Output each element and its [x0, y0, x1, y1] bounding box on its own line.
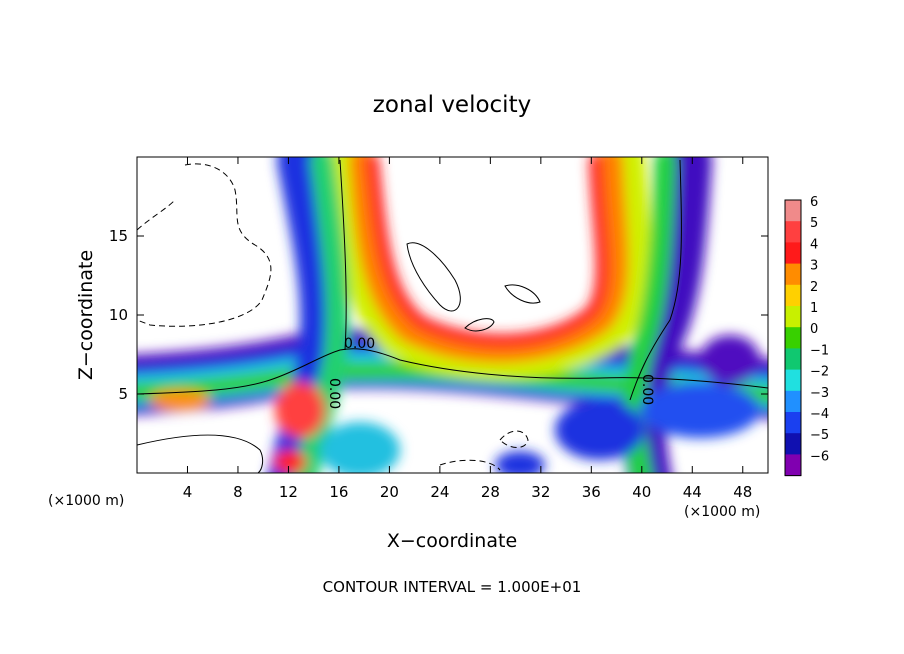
x-tick-label: 36 — [582, 483, 601, 501]
field-cell — [495, 451, 545, 473]
field-cell — [320, 422, 400, 473]
field-band — [294, 157, 350, 473]
velocity-field — [137, 157, 768, 473]
colorbar-swatch — [785, 263, 801, 286]
contour-line — [339, 159, 347, 351]
x-tick-label: 20 — [380, 483, 399, 501]
x-unit-left: (×1000 m) — [48, 493, 124, 509]
colorbar-frame — [784, 199, 802, 477]
colorbar-swatch — [785, 242, 801, 265]
contour-label-vertical: 0.00 — [326, 378, 342, 409]
x-tick-label: 16 — [329, 483, 348, 501]
x-tick-label: 28 — [481, 483, 500, 501]
contour-value-labels: 0.00 0.00 0.00 — [326, 336, 655, 409]
y-tick-label: 10 — [109, 306, 128, 324]
field-band — [365, 157, 610, 348]
colorbar-label: 4 — [810, 237, 818, 252]
contour-interval-note: CONTOUR INTERVAL = 1.000E+01 — [323, 578, 582, 596]
field-cell — [275, 382, 325, 438]
field-cell — [150, 390, 210, 410]
chart-title: zonal velocity — [373, 92, 531, 118]
colorbar-label: −6 — [810, 449, 829, 464]
x-tick-label: 12 — [279, 483, 298, 501]
colorbar-swatch — [785, 327, 801, 349]
colorbar-swatch — [785, 284, 801, 307]
contour-lines — [137, 159, 768, 473]
contour-line — [137, 199, 176, 231]
field-cell — [700, 335, 760, 385]
colorbar-swatch — [785, 412, 801, 434]
x-axis: 4 8 12 16 20 24 28 32 36 40 44 48 — [183, 157, 752, 501]
colorbar-swatch — [785, 200, 801, 222]
x-tick-label: 8 — [233, 483, 243, 501]
colorbar-swatch — [785, 454, 801, 477]
contour-line — [406, 242, 461, 312]
contour-label-right: 0.00 — [639, 374, 655, 405]
x-unit-right: (×1000 m) — [684, 504, 760, 520]
colorbar-label: −2 — [810, 365, 829, 380]
x-tick-label: 40 — [632, 483, 651, 501]
colorbar-label: 0 — [810, 322, 818, 337]
field-band — [349, 157, 629, 363]
field-cell — [555, 400, 645, 460]
contour-label-top: 0.00 — [344, 336, 375, 352]
colorbar-label: −4 — [810, 407, 829, 422]
y-axis-label: Z−coordinate — [75, 250, 97, 380]
colorbar-swatch — [785, 348, 801, 371]
x-tick-label: 32 — [531, 483, 550, 501]
colorbar-swatch — [785, 306, 801, 328]
colorbar-swatch — [785, 369, 801, 392]
plot-area — [137, 157, 768, 473]
colorbar-label: −5 — [810, 428, 829, 443]
colorbar-swatch — [785, 433, 801, 455]
x-tick-label: 4 — [183, 483, 193, 501]
colorbar-label: −1 — [810, 343, 829, 358]
contour-line — [629, 159, 682, 401]
y-tick-label: 5 — [118, 385, 128, 403]
y-axis: 5 10 15 — [109, 227, 768, 403]
contour-line — [464, 318, 495, 332]
x-tick-label: 48 — [733, 483, 752, 501]
colorbar-swatch — [785, 221, 801, 243]
x-tick-label: 24 — [430, 483, 449, 501]
contour-line — [137, 348, 768, 395]
field-cell — [640, 382, 760, 438]
x-axis-label: X−coordinate — [387, 530, 517, 552]
field-cell — [274, 450, 306, 473]
colorbar-label: 2 — [810, 280, 818, 295]
colorbar-label: 1 — [810, 301, 818, 316]
contour-line — [439, 459, 501, 471]
contour-line — [499, 430, 529, 448]
colorbar: 6 5 4 3 2 1 0 −1 −2 −3 −4 −5 −6 — [784, 195, 829, 477]
contour-line — [137, 434, 264, 473]
colorbar-label: 3 — [810, 259, 818, 274]
y-tick-label: 15 — [109, 227, 128, 245]
colorbar-swatch — [785, 390, 801, 413]
x-tick-label: 44 — [683, 483, 702, 501]
contour-line — [504, 284, 541, 304]
contour-line — [137, 163, 272, 327]
colorbar-label: 5 — [810, 216, 818, 231]
field-band — [268, 157, 347, 473]
colorbar-label: −3 — [810, 386, 829, 401]
colorbar-label: 6 — [810, 195, 818, 210]
